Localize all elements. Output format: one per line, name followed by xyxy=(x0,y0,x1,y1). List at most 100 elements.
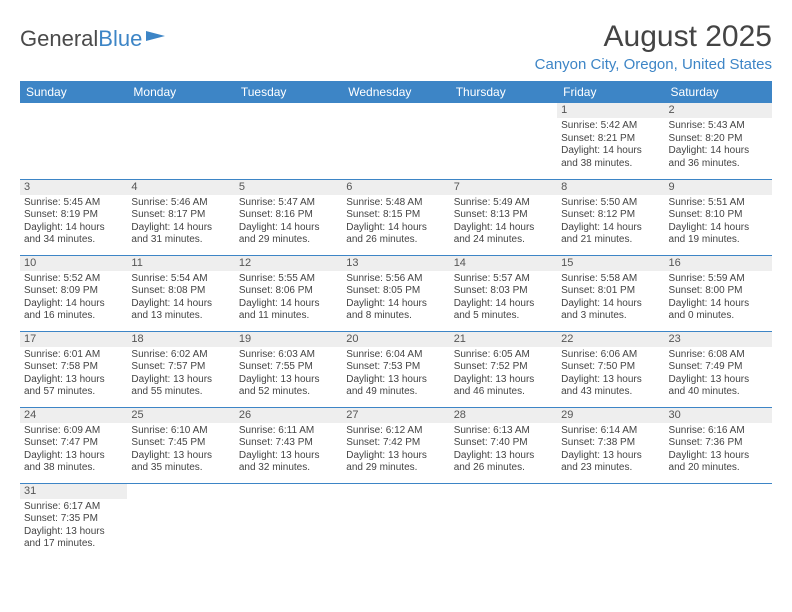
sunrise-text: Sunrise: 6:02 AM xyxy=(131,349,230,362)
sunset-text: Sunset: 7:38 PM xyxy=(561,437,660,450)
daylight-text: Daylight: 14 hours and 26 minutes. xyxy=(346,222,445,247)
calendar-cell: 17Sunrise: 6:01 AMSunset: 7:58 PMDayligh… xyxy=(20,331,127,407)
calendar-cell xyxy=(557,483,664,559)
day-number: 5 xyxy=(235,180,342,195)
calendar-row: 10Sunrise: 5:52 AMSunset: 8:09 PMDayligh… xyxy=(20,255,772,331)
sunset-text: Sunset: 7:52 PM xyxy=(454,361,553,374)
day-number: 8 xyxy=(557,180,664,195)
day-number xyxy=(342,484,449,499)
sunrise-text: Sunrise: 5:47 AM xyxy=(239,197,338,210)
day-content: Sunrise: 6:08 AMSunset: 7:49 PMDaylight:… xyxy=(665,347,772,402)
calendar-cell: 27Sunrise: 6:12 AMSunset: 7:42 PMDayligh… xyxy=(342,407,449,483)
day-number: 11 xyxy=(127,256,234,271)
sunset-text: Sunset: 7:35 PM xyxy=(24,513,123,526)
day-content: Sunrise: 6:04 AMSunset: 7:53 PMDaylight:… xyxy=(342,347,449,402)
calendar-cell: 23Sunrise: 6:08 AMSunset: 7:49 PMDayligh… xyxy=(665,331,772,407)
sunset-text: Sunset: 7:42 PM xyxy=(346,437,445,450)
calendar-cell xyxy=(127,483,234,559)
day-number: 7 xyxy=(450,180,557,195)
day-number: 6 xyxy=(342,180,449,195)
weekday-header: Sunday xyxy=(20,81,127,103)
daylight-text: Daylight: 14 hours and 13 minutes. xyxy=(131,298,230,323)
sunset-text: Sunset: 8:20 PM xyxy=(669,133,768,146)
day-content: Sunrise: 6:13 AMSunset: 7:40 PMDaylight:… xyxy=(450,423,557,478)
day-content: Sunrise: 6:11 AMSunset: 7:43 PMDaylight:… xyxy=(235,423,342,478)
daylight-text: Daylight: 14 hours and 11 minutes. xyxy=(239,298,338,323)
day-number xyxy=(450,484,557,499)
day-content: Sunrise: 5:43 AMSunset: 8:20 PMDaylight:… xyxy=(665,118,772,173)
sunset-text: Sunset: 8:13 PM xyxy=(454,209,553,222)
sunset-text: Sunset: 8:01 PM xyxy=(561,285,660,298)
calendar-cell: 13Sunrise: 5:56 AMSunset: 8:05 PMDayligh… xyxy=(342,255,449,331)
calendar-cell: 20Sunrise: 6:04 AMSunset: 7:53 PMDayligh… xyxy=(342,331,449,407)
location-label: Canyon City, Oregon, United States xyxy=(535,56,772,73)
calendar-row: 1Sunrise: 5:42 AMSunset: 8:21 PMDaylight… xyxy=(20,103,772,179)
calendar-cell xyxy=(342,103,449,179)
daylight-text: Daylight: 13 hours and 52 minutes. xyxy=(239,374,338,399)
day-number xyxy=(20,103,127,118)
calendar-cell xyxy=(20,103,127,179)
day-number: 29 xyxy=(557,408,664,423)
calendar-cell: 21Sunrise: 6:05 AMSunset: 7:52 PMDayligh… xyxy=(450,331,557,407)
weekday-header: Wednesday xyxy=(342,81,449,103)
calendar-row: 31Sunrise: 6:17 AMSunset: 7:35 PMDayligh… xyxy=(20,483,772,559)
calendar-cell: 10Sunrise: 5:52 AMSunset: 8:09 PMDayligh… xyxy=(20,255,127,331)
day-content: Sunrise: 5:49 AMSunset: 8:13 PMDaylight:… xyxy=(450,195,557,250)
sunrise-text: Sunrise: 6:11 AM xyxy=(239,425,338,438)
day-number: 15 xyxy=(557,256,664,271)
day-number: 14 xyxy=(450,256,557,271)
calendar-cell: 4Sunrise: 5:46 AMSunset: 8:17 PMDaylight… xyxy=(127,179,234,255)
calendar-cell: 6Sunrise: 5:48 AMSunset: 8:15 PMDaylight… xyxy=(342,179,449,255)
day-number: 28 xyxy=(450,408,557,423)
weekday-header-row: Sunday Monday Tuesday Wednesday Thursday… xyxy=(20,81,772,103)
day-number: 17 xyxy=(20,332,127,347)
day-number: 31 xyxy=(20,484,127,499)
title-block: August 2025 Canyon City, Oregon, United … xyxy=(535,20,772,73)
day-content: Sunrise: 5:58 AMSunset: 8:01 PMDaylight:… xyxy=(557,271,664,326)
calendar-cell: 11Sunrise: 5:54 AMSunset: 8:08 PMDayligh… xyxy=(127,255,234,331)
sunrise-text: Sunrise: 6:12 AM xyxy=(346,425,445,438)
weekday-header: Friday xyxy=(557,81,664,103)
daylight-text: Daylight: 13 hours and 29 minutes. xyxy=(346,450,445,475)
calendar-cell xyxy=(450,103,557,179)
daylight-text: Daylight: 14 hours and 21 minutes. xyxy=(561,222,660,247)
calendar-cell: 3Sunrise: 5:45 AMSunset: 8:19 PMDaylight… xyxy=(20,179,127,255)
day-number xyxy=(665,484,772,499)
day-number: 23 xyxy=(665,332,772,347)
daylight-text: Daylight: 13 hours and 26 minutes. xyxy=(454,450,553,475)
sunrise-text: Sunrise: 5:52 AM xyxy=(24,273,123,286)
sunset-text: Sunset: 8:03 PM xyxy=(454,285,553,298)
sunrise-text: Sunrise: 5:55 AM xyxy=(239,273,338,286)
day-number xyxy=(342,103,449,118)
calendar-cell: 12Sunrise: 5:55 AMSunset: 8:06 PMDayligh… xyxy=(235,255,342,331)
sunset-text: Sunset: 8:21 PM xyxy=(561,133,660,146)
calendar-cell: 15Sunrise: 5:58 AMSunset: 8:01 PMDayligh… xyxy=(557,255,664,331)
day-content: Sunrise: 5:42 AMSunset: 8:21 PMDaylight:… xyxy=(557,118,664,173)
calendar-cell: 9Sunrise: 5:51 AMSunset: 8:10 PMDaylight… xyxy=(665,179,772,255)
sunrise-text: Sunrise: 6:09 AM xyxy=(24,425,123,438)
calendar-row: 17Sunrise: 6:01 AMSunset: 7:58 PMDayligh… xyxy=(20,331,772,407)
day-number xyxy=(127,103,234,118)
calendar-cell: 18Sunrise: 6:02 AMSunset: 7:57 PMDayligh… xyxy=(127,331,234,407)
day-number xyxy=(235,484,342,499)
sunset-text: Sunset: 7:40 PM xyxy=(454,437,553,450)
calendar-cell xyxy=(235,483,342,559)
day-content: Sunrise: 6:05 AMSunset: 7:52 PMDaylight:… xyxy=(450,347,557,402)
weekday-header: Tuesday xyxy=(235,81,342,103)
sunset-text: Sunset: 7:36 PM xyxy=(669,437,768,450)
day-content: Sunrise: 5:48 AMSunset: 8:15 PMDaylight:… xyxy=(342,195,449,250)
header: GeneralBlue August 2025 Canyon City, Ore… xyxy=(20,20,772,73)
sunrise-text: Sunrise: 5:59 AM xyxy=(669,273,768,286)
day-number: 10 xyxy=(20,256,127,271)
logo-flag-icon xyxy=(145,30,167,48)
calendar-cell xyxy=(235,103,342,179)
day-number: 18 xyxy=(127,332,234,347)
sunset-text: Sunset: 7:45 PM xyxy=(131,437,230,450)
logo-text-1: General xyxy=(20,26,98,52)
calendar-cell: 31Sunrise: 6:17 AMSunset: 7:35 PMDayligh… xyxy=(20,483,127,559)
daylight-text: Daylight: 13 hours and 49 minutes. xyxy=(346,374,445,399)
calendar-cell: 1Sunrise: 5:42 AMSunset: 8:21 PMDaylight… xyxy=(557,103,664,179)
daylight-text: Daylight: 14 hours and 36 minutes. xyxy=(669,145,768,170)
day-number: 13 xyxy=(342,256,449,271)
sunrise-text: Sunrise: 5:43 AM xyxy=(669,120,768,133)
